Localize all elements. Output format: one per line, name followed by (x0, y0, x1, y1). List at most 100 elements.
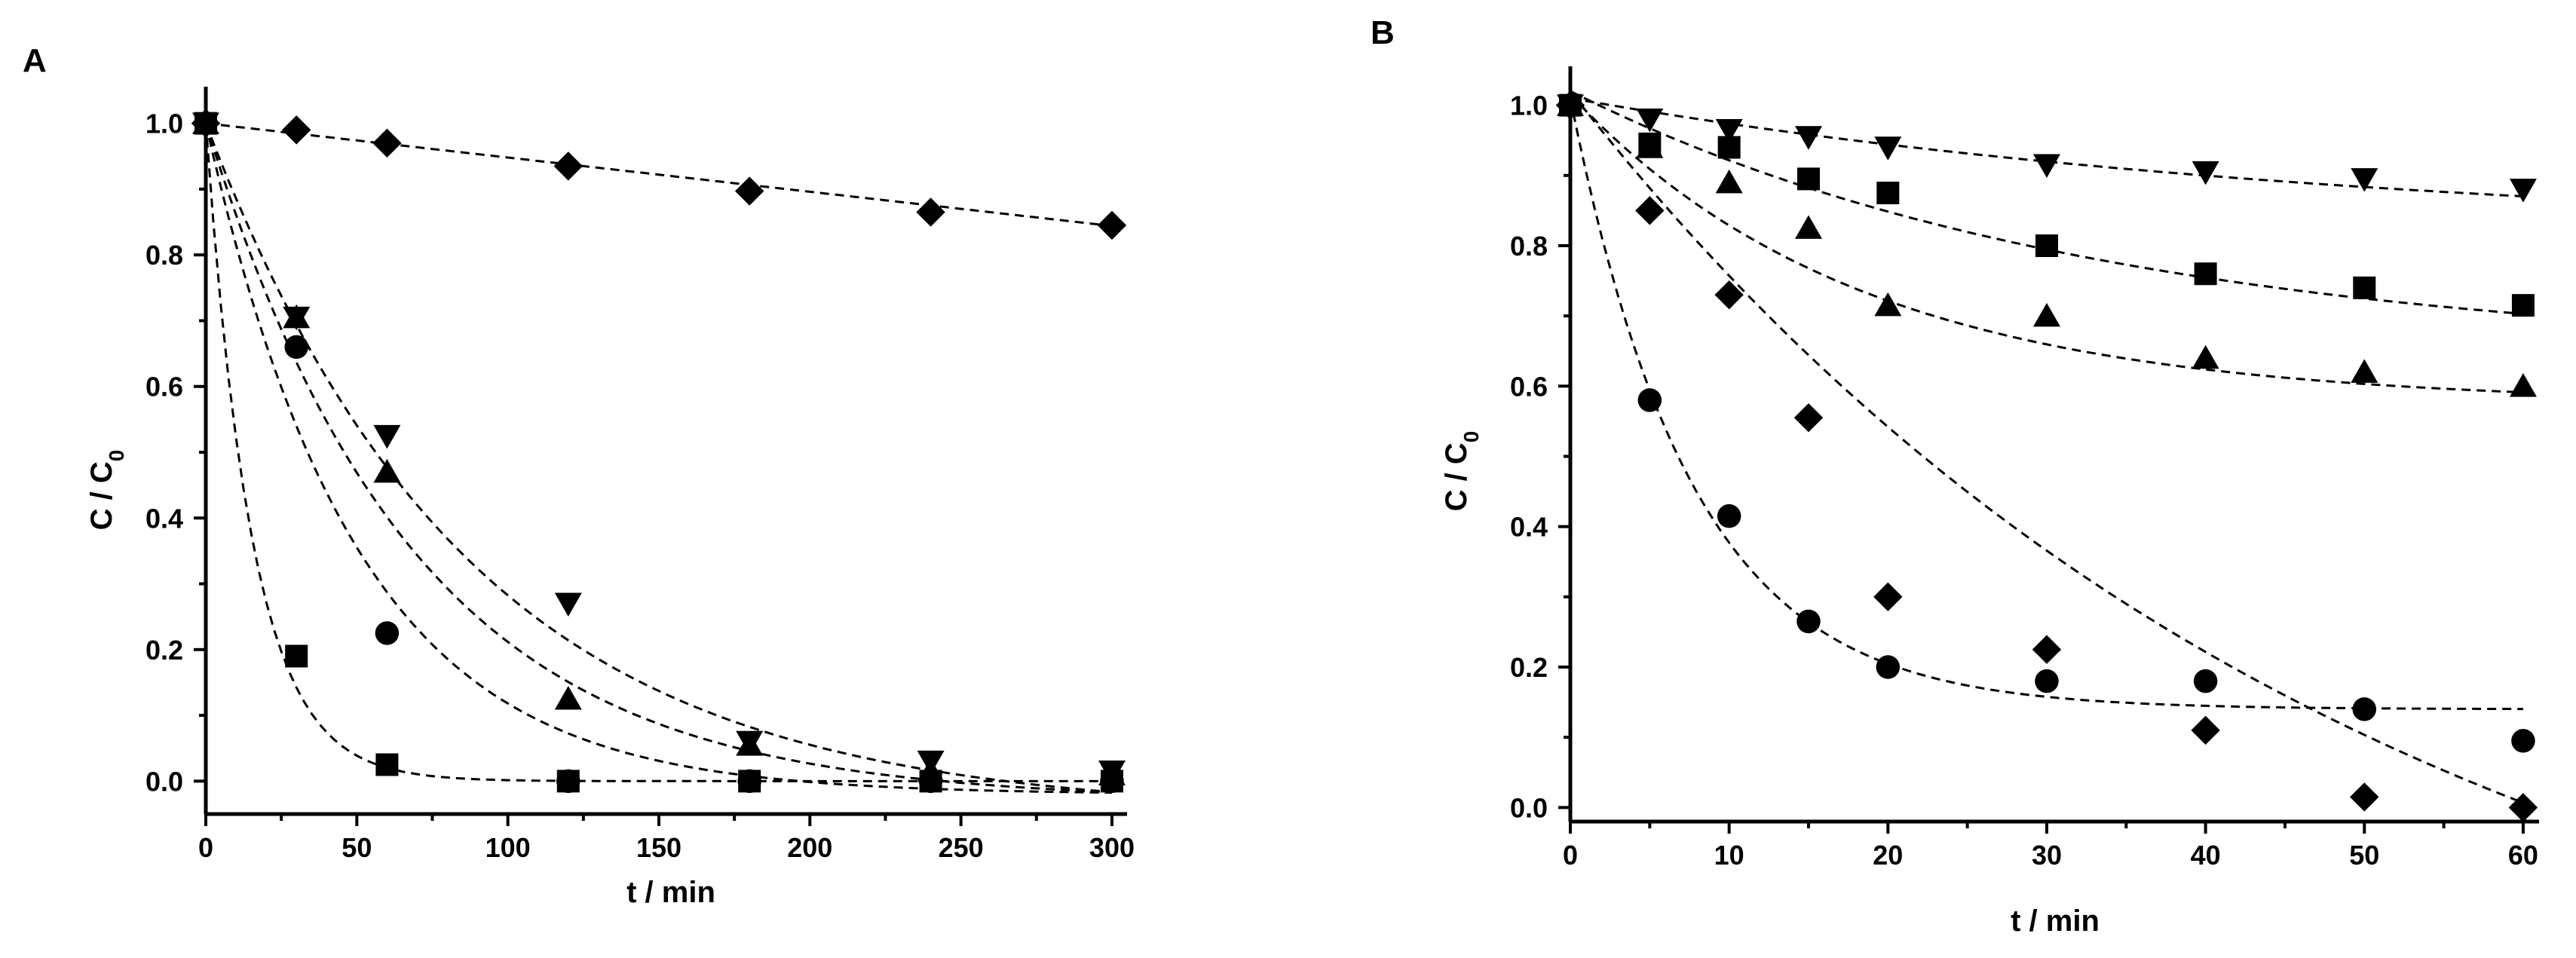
panel-b-point-triangle-up (1636, 134, 1664, 158)
panel-b-x-tick-label: 50 (2349, 840, 2379, 871)
panel-a-x-tick-label: 50 (342, 832, 372, 863)
panel-a-point-diamond (1097, 210, 1127, 240)
panel-a-point-square (738, 770, 761, 793)
panel-a-fit-line-square (204, 123, 1112, 782)
panel-a-x-tick-label: 0 (198, 832, 213, 863)
panel-b-point-triangle-up (2509, 373, 2537, 397)
panel-b-fit-line-diamond (1569, 90, 2524, 804)
panel-a-x-tick-label: 250 (939, 832, 984, 863)
panel-b-x-tick-label: 60 (2508, 840, 2538, 871)
panel-b-point-square (2353, 276, 2376, 299)
panel-a-x-tick-label: 300 (1089, 832, 1135, 863)
panel-b-point-triangle-down (2509, 179, 2537, 203)
panel-b-point-triangle-up (1715, 169, 1743, 194)
plot-b: 0 10 20 30 40 50 60 0.0 0.2 0.4 0.6 0.8 1.0 (1510, 66, 2539, 871)
panel-a-y-tick-label: 0.4 (145, 503, 183, 534)
panel-b-point-circle (1558, 93, 1582, 118)
panel-a-fit-line-triangle-up (204, 123, 1113, 794)
panel-b-point-triangle-down (2032, 154, 2060, 179)
panel-a-point-diamond (734, 176, 764, 206)
panel-b-fit-line-square (1570, 90, 2524, 315)
panel-b-point-circle (1637, 388, 1662, 412)
panel-b-point-diamond (1873, 582, 1903, 612)
panel-b-point-diamond (2032, 635, 2062, 664)
panel-b-point-square (1876, 182, 1900, 205)
panel-b-point-circle (1876, 655, 1901, 679)
panel-a-y-tick-label: 0.6 (145, 372, 183, 402)
panel-b-point-diamond (2508, 793, 2538, 822)
panel-a-y-axis-label-sub: 0 (105, 450, 128, 462)
panel-a-point-triangle-up (283, 304, 311, 329)
panel-b-point-triangle-up (2192, 344, 2219, 369)
panel-b-point-triangle-down (1874, 136, 1902, 161)
panel-b-letter: B (1371, 14, 1395, 51)
panel-b-fit-line-triangle-up (1569, 93, 2523, 393)
panel-b-fit-line-triangle-down (1570, 96, 2523, 197)
panel-b-point-circle (1717, 503, 1741, 528)
panel-b-point-triangle-down (1794, 126, 1822, 150)
panel-a-fit-line-circle (204, 123, 1113, 794)
panel-a-point-square (1100, 770, 1123, 793)
panel-b-y-axis-label-sub: 0 (1460, 431, 1483, 443)
panel-b-point-triangle-up (1794, 215, 1822, 239)
panel-a-letter: A (23, 42, 47, 79)
panel-b-x-tick-label: 10 (1714, 840, 1744, 871)
panel-b-y-tick-label: 0.8 (1510, 231, 1548, 262)
panel-a-y-axis-label: C / C0 (85, 450, 128, 531)
panel-a-point-diamond (553, 152, 583, 181)
panel-b-point-circle (2193, 669, 2218, 693)
panel-a-fit-line-diamond (205, 122, 1113, 228)
panel-a-y-axis-label-main: C / C (85, 461, 118, 530)
panel-b-point-triangle-up (1874, 292, 1902, 317)
panel-a: A 0 50 100 150 200 250 300 0.0 0.2 0.4 0.6 0.8 1.0 t… (23, 42, 1135, 909)
panel-a-x-tick-label: 150 (636, 832, 682, 863)
panel-b-point-circle (1796, 609, 1821, 634)
panel-a-point-triangle-down (554, 592, 582, 617)
panel-a-point-diamond (281, 115, 311, 145)
panel-b-point-square (1796, 167, 1820, 191)
panel-b-y-tick-label: 0.2 (1510, 652, 1548, 683)
panel-a-x-tick-label: 100 (485, 832, 531, 863)
panel-a-point-triangle-up (554, 686, 582, 710)
panel-b-point-triangle-up (2032, 302, 2060, 327)
panel-a-y-tick-label: 0.0 (145, 766, 183, 797)
panel-b-point-diamond (1635, 196, 1665, 225)
panel-b-x-axis-label: t / min (2011, 904, 2100, 938)
panel-b-point-triangle-down (2351, 168, 2378, 192)
panel-a-point-diamond (916, 197, 945, 227)
panel-b-fit-line-circle (1569, 97, 2523, 711)
panel-b-y-axis-label-main: C / C (1440, 442, 1473, 511)
panel-b-x-tick-label: 30 (2032, 840, 2062, 871)
panel-b-point-circle (2035, 669, 2059, 693)
panel-a-point-diamond (372, 128, 402, 158)
panel-b-x-tick-label: 20 (1873, 840, 1903, 871)
panel-a-y-tick-label: 1.0 (145, 109, 183, 139)
panel-a-point-square (919, 770, 942, 793)
panel-a-y-tick-label: 0.8 (145, 240, 183, 271)
panel-b-point-diamond (2350, 782, 2379, 812)
panel-b-x-tick-label: 40 (2191, 840, 2221, 871)
panel-b-point-square (2194, 262, 2217, 286)
panel-b: B 0 10 20 30 40 50 60 0.0 0.2 0.4 0.6 0.8 1.0 t / mi… (1371, 14, 2539, 938)
panel-b-x-tick-label: 0 (1563, 840, 1578, 871)
panel-a-y-tick-label: 0.2 (145, 635, 183, 666)
panel-b-point-diamond (1714, 280, 1744, 310)
plot-a: 0 50 100 150 200 250 300 0.0 0.2 0.4 0.6 0.8 1.0 (145, 87, 1135, 863)
panel-a-point-square (556, 770, 580, 793)
panel-b-y-tick-label: 1.0 (1510, 90, 1548, 121)
panel-b-point-square (2511, 294, 2535, 317)
panel-a-x-tick-label: 200 (787, 832, 832, 863)
panel-b-point-triangle-down (1636, 108, 1664, 133)
panel-b-point-diamond (1793, 403, 1824, 433)
panel-b-y-tick-label: 0.4 (1510, 512, 1548, 543)
panel-b-point-triangle-down (2192, 161, 2219, 185)
panel-b-y-tick-label: 0.6 (1510, 371, 1548, 402)
panel-a-point-square (285, 644, 308, 668)
panel-b-point-circle (2352, 697, 2377, 721)
panel-b-y-axis-label: C / C0 (1440, 431, 1483, 512)
panel-b-point-circle (2511, 729, 2535, 753)
panel-b-point-square (2035, 234, 2058, 257)
panel-b-y-tick-label: 0.0 (1510, 792, 1548, 823)
panel-a-point-circle (284, 335, 308, 360)
